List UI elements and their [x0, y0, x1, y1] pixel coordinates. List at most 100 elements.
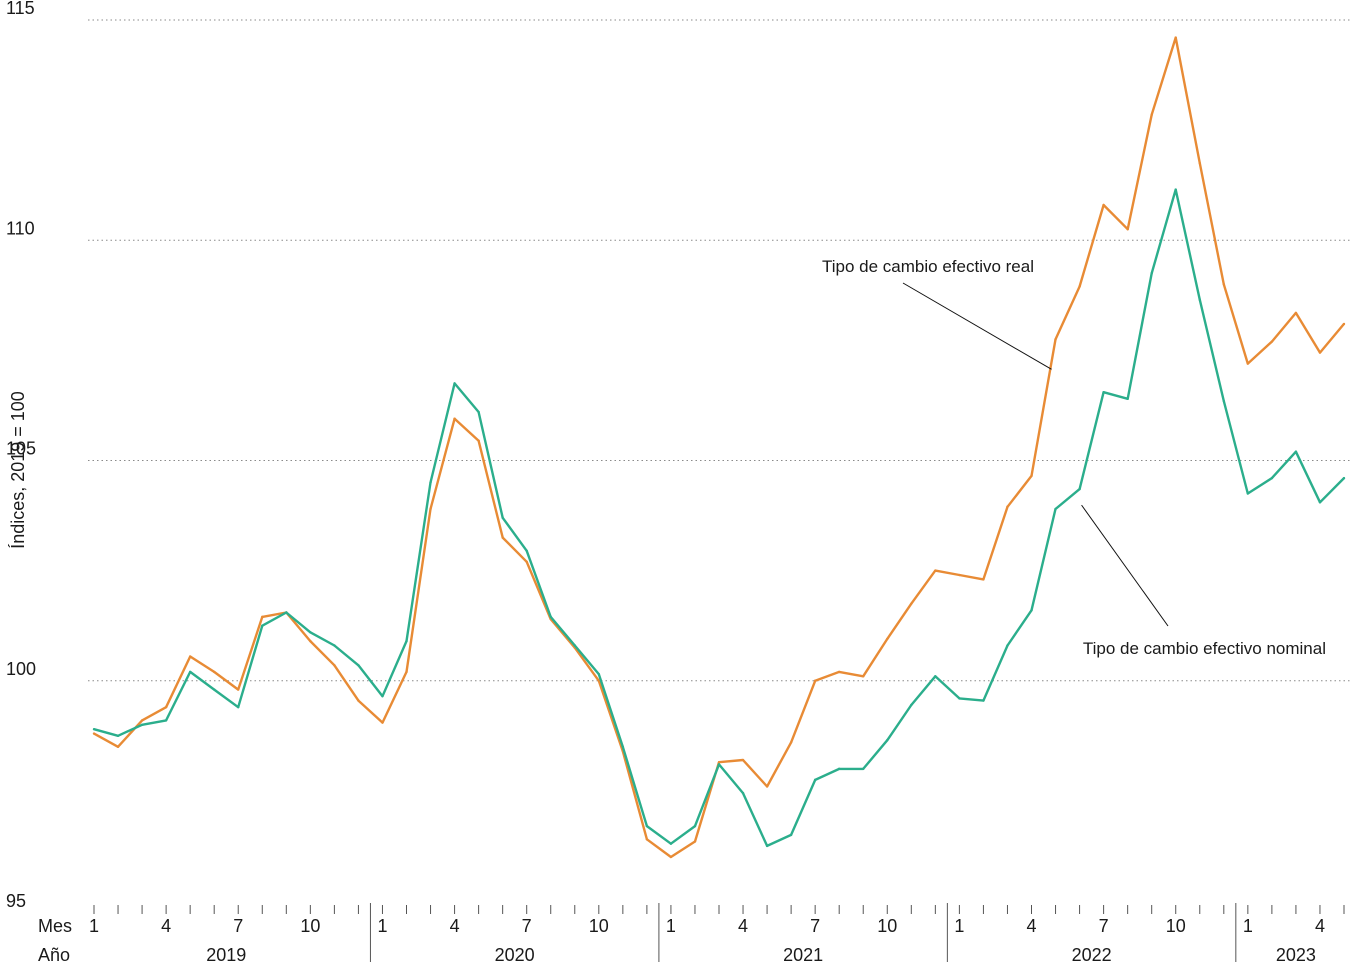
x-month-label: 1: [89, 916, 99, 936]
data-point-nominal: [621, 745, 625, 749]
y-tick-label: 115: [6, 0, 35, 18]
data-point-nominal: [1150, 272, 1153, 275]
x-month-label: 10: [1166, 916, 1186, 936]
data-point-real: [669, 855, 673, 859]
data-point-nominal: [357, 664, 360, 667]
data-point-nominal: [381, 694, 384, 698]
x-row-label-ano: Año: [38, 945, 70, 965]
data-point-nominal: [717, 763, 721, 766]
data-point-nominal: [549, 615, 552, 619]
data-point-nominal: [212, 688, 216, 691]
x-month-label: 7: [233, 916, 243, 936]
data-point-nominal: [1102, 391, 1105, 394]
data-point-real: [645, 838, 649, 841]
x-year-label: 2023: [1276, 945, 1316, 965]
data-point-real: [741, 758, 745, 762]
series-line-real: [93, 36, 1345, 859]
x-month-label: 4: [450, 916, 460, 936]
x-month-label: 10: [300, 916, 320, 936]
y-axis-label: Índices, 2019 = 100: [8, 391, 28, 549]
data-point-nominal: [188, 670, 192, 674]
data-point-nominal: [910, 703, 913, 707]
data-point-nominal: [1078, 487, 1081, 491]
data-point-nominal: [982, 699, 985, 702]
data-point-nominal: [1174, 188, 1177, 191]
x-month-label: 1: [666, 916, 676, 936]
x-year-label: 2020: [495, 945, 535, 965]
data-point-real: [164, 705, 168, 709]
data-point-nominal: [789, 833, 793, 837]
data-point-nominal: [261, 624, 264, 627]
data-point-nominal: [741, 791, 745, 795]
x-year-label: 2021: [783, 945, 823, 965]
data-point-real: [958, 573, 961, 577]
data-point-real: [237, 688, 240, 691]
data-point-real: [429, 507, 432, 511]
data-point-nominal: [934, 675, 937, 678]
data-point-nominal: [669, 842, 673, 845]
data-point-real: [789, 741, 793, 744]
data-point-real: [717, 761, 721, 764]
x-month-label: 4: [1026, 916, 1036, 936]
data-point-real: [116, 745, 120, 749]
data-point-real: [1246, 362, 1250, 365]
data-point-nominal: [1198, 298, 1201, 301]
data-point-real: [1270, 340, 1274, 343]
data-point-real: [597, 679, 601, 682]
data-point-real: [1174, 36, 1177, 39]
data-point-nominal: [453, 382, 456, 385]
data-point-real: [1294, 311, 1298, 315]
data-point-real: [693, 840, 697, 843]
data-point-nominal: [501, 516, 504, 519]
data-point-nominal: [429, 481, 432, 484]
data-point-nominal: [1270, 476, 1274, 480]
data-point-real: [188, 655, 192, 658]
annotation-leader-real: [902, 282, 1052, 370]
data-point-nominal: [597, 672, 601, 676]
data-point-real: [1150, 113, 1153, 116]
data-point-nominal: [164, 719, 168, 722]
data-point-nominal: [1342, 476, 1346, 480]
data-point-real: [525, 560, 528, 564]
y-tick-label: 110: [6, 218, 35, 238]
data-point-nominal: [1030, 609, 1033, 612]
x-month-label: 10: [877, 916, 897, 936]
x-month-label: 10: [589, 916, 609, 936]
data-point-real: [381, 721, 384, 724]
data-point-nominal: [140, 723, 144, 726]
data-point-nominal: [645, 824, 649, 828]
data-point-nominal: [693, 824, 697, 828]
data-point-real: [212, 670, 216, 674]
data-point-real: [477, 439, 480, 442]
data-point-nominal: [285, 611, 288, 614]
data-point-real: [1342, 322, 1346, 326]
x-month-label: 7: [810, 916, 820, 936]
data-point-nominal: [405, 639, 408, 643]
x-month-label: 1: [377, 916, 387, 936]
y-tick-label: 100: [6, 659, 36, 679]
data-point-real: [140, 719, 144, 722]
data-point-nominal: [765, 844, 769, 848]
y-tick-label: 95: [6, 891, 26, 911]
data-point-real: [405, 670, 408, 674]
x-month-label: 4: [738, 916, 748, 936]
data-point-real: [862, 675, 865, 678]
data-point-real: [765, 785, 769, 788]
data-point-real: [333, 664, 336, 667]
data-point-real: [934, 569, 937, 572]
data-point-real: [982, 578, 985, 581]
data-point-nominal: [1006, 644, 1009, 647]
data-point-real: [261, 615, 264, 619]
data-point-nominal: [958, 697, 961, 700]
x-row-label-mes: Mes: [38, 916, 72, 936]
data-point-real: [1126, 228, 1129, 231]
data-point-nominal: [837, 767, 841, 771]
data-point-nominal: [237, 705, 240, 709]
data-point-real: [910, 602, 913, 605]
annotation-leader-nominal: [1081, 504, 1169, 627]
data-point-nominal: [309, 631, 312, 634]
data-point-real: [1318, 351, 1322, 354]
annotation-real: Tipo de cambio efectivo real: [822, 257, 1034, 276]
